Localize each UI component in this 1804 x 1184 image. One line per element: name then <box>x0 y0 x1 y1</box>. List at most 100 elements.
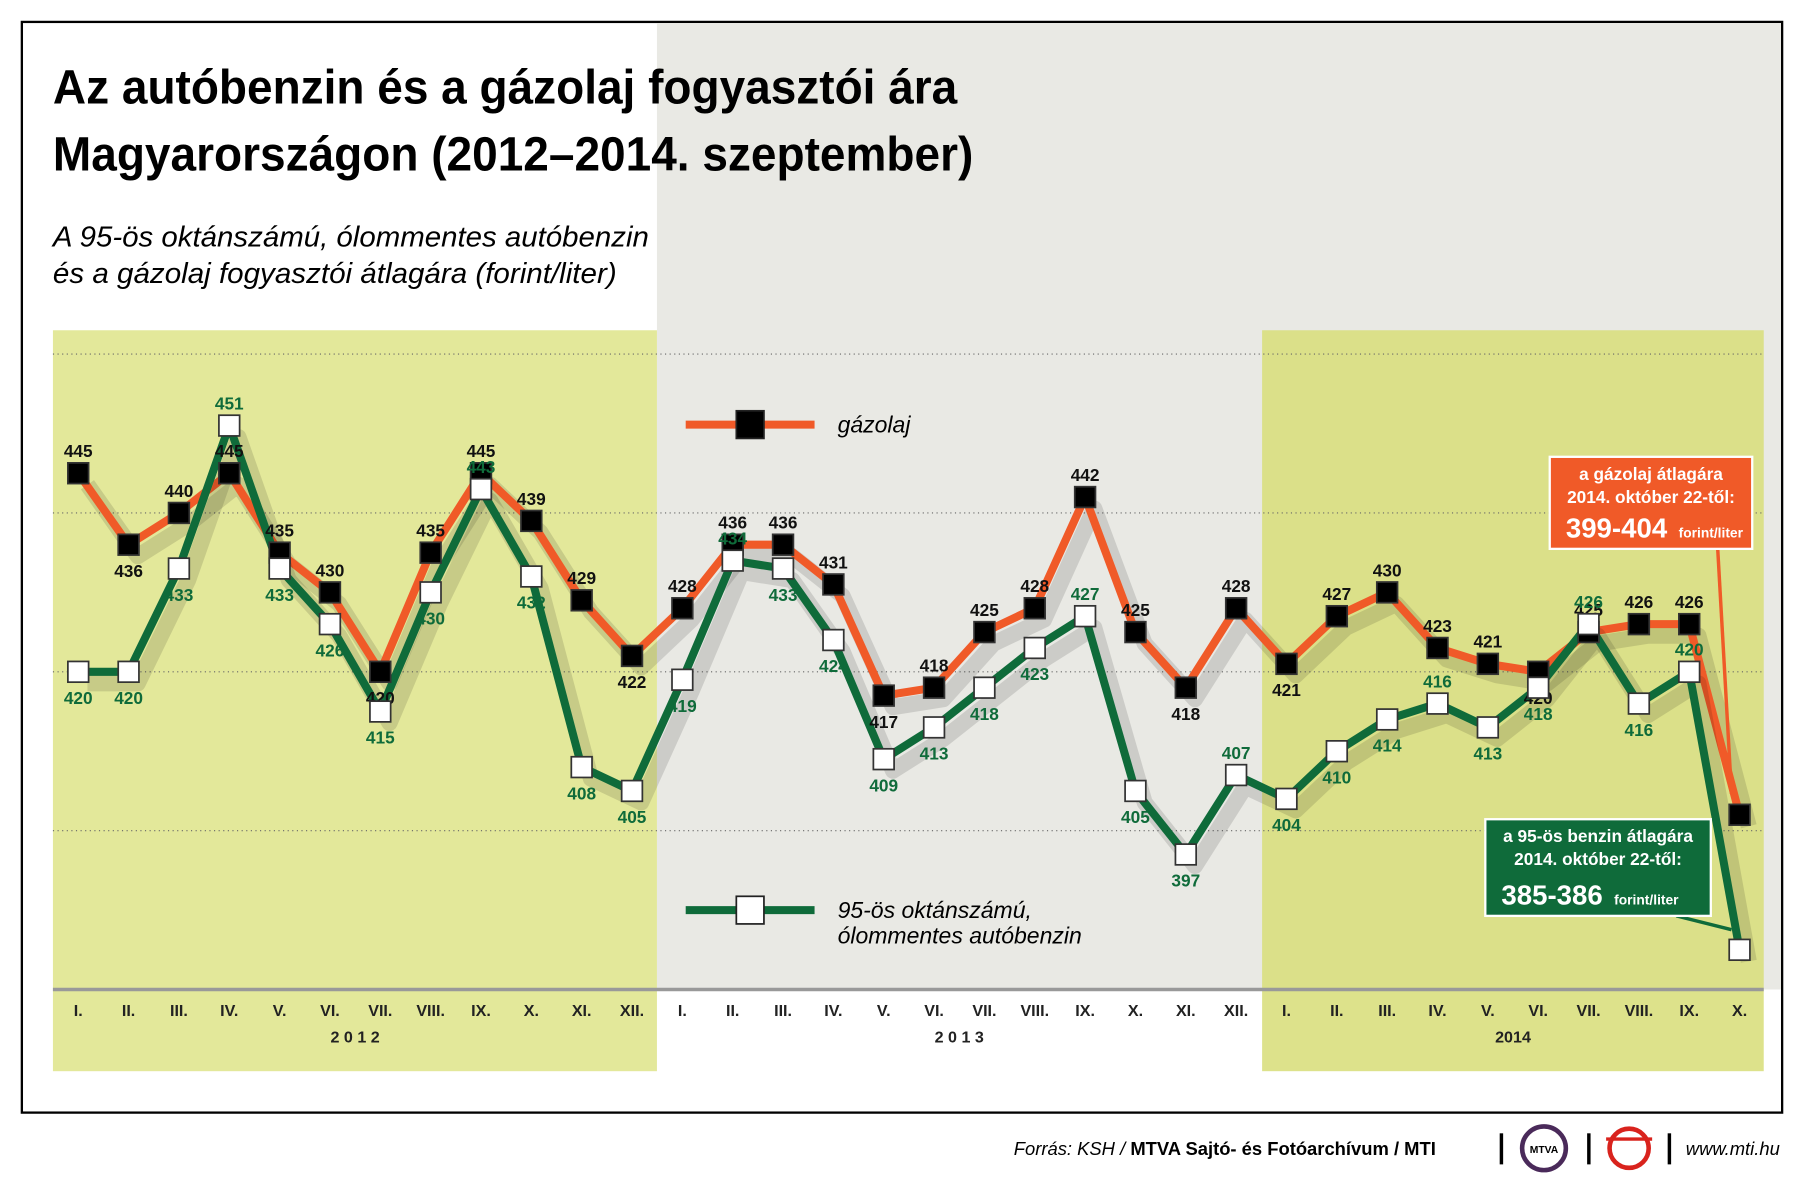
marker <box>218 414 241 437</box>
marker <box>1678 660 1701 684</box>
x-tick-label: XII. <box>620 1002 644 1020</box>
data-label: 451 <box>215 393 244 413</box>
marker <box>1023 597 1046 620</box>
x-tick-label: XII. <box>1224 1002 1248 1020</box>
marker <box>973 620 996 644</box>
x-tick-label: XI. <box>572 1002 592 1020</box>
data-label: 435 <box>416 521 445 541</box>
marker <box>973 676 996 699</box>
data-label: 420 <box>1675 640 1704 660</box>
x-tick-label: VIII. <box>1020 1002 1049 1020</box>
x-tick-label: V. <box>273 1002 287 1020</box>
data-label: 431 <box>819 552 848 572</box>
marker <box>520 565 543 588</box>
marker <box>721 549 744 572</box>
legend-marker <box>735 409 765 440</box>
data-label: 434 <box>718 528 747 548</box>
logo <box>1519 1124 1569 1173</box>
x-tick-label: VIII. <box>416 1002 445 1020</box>
marker <box>570 755 593 779</box>
marker <box>1476 716 1500 739</box>
data-label: 397 <box>1171 871 1200 891</box>
logo-text: MTVA <box>1530 1145 1559 1156</box>
x-tick-label: VI. <box>320 1002 340 1020</box>
x-tick-label: VI. <box>1528 1002 1548 1020</box>
frame <box>20 20 1784 1114</box>
data-label: 418 <box>1171 704 1200 724</box>
x-tick-label: III. <box>774 1002 792 1020</box>
data-label: 435 <box>265 521 294 541</box>
data-label: 440 <box>165 481 194 501</box>
marker <box>1426 692 1449 715</box>
data-label: 421 <box>1272 680 1301 700</box>
source-agency-prefix: Forrás: KSH / MTVA Sajtó- és Fotóarchívu… <box>1014 1138 1436 1159</box>
marker <box>1124 779 1147 803</box>
data-label: 424 <box>819 656 848 676</box>
x-tick-label: VI. <box>924 1002 944 1020</box>
data-label: 419 <box>668 696 697 716</box>
x-tick-label: IV. <box>220 1002 238 1020</box>
data-label: 425 <box>970 600 999 620</box>
subtitle: és a gázolaj fogyasztói átlagára (forint… <box>53 258 617 290</box>
annotation-pointer <box>1675 914 1732 932</box>
data-label: 422 <box>618 672 647 692</box>
marker <box>167 557 191 580</box>
marker <box>1426 636 1449 660</box>
data-label: 428 <box>1020 576 1049 596</box>
data-label: 404 <box>1272 815 1301 835</box>
data-label: 423 <box>1020 664 1049 684</box>
marker <box>1325 740 1349 763</box>
x-tick-label: VII. <box>1576 1002 1600 1020</box>
x-tick-label: IV. <box>824 1002 842 1020</box>
year-label: 2014 <box>1495 1028 1531 1046</box>
x-tick-label: XI. <box>1176 1002 1196 1020</box>
marker <box>620 644 644 668</box>
legend-marker <box>735 895 765 925</box>
year-label: 2 0 1 2 <box>331 1028 380 1046</box>
marker <box>117 533 140 556</box>
data-label: 413 <box>1473 744 1502 764</box>
logo <box>1607 1126 1651 1171</box>
x-tick-label: IX. <box>1075 1002 1095 1020</box>
source-url: www.mti.hu <box>1686 1138 1780 1159</box>
data-label: 409 <box>869 775 898 795</box>
x-tick-label: II. <box>1330 1002 1343 1020</box>
marker <box>318 581 342 604</box>
annotation-value: 399-404 <box>1566 512 1668 543</box>
marker <box>1375 708 1399 731</box>
marker <box>922 716 946 739</box>
marker <box>1275 652 1298 676</box>
data-label: 417 <box>869 712 898 732</box>
marker <box>1526 676 1550 699</box>
marker <box>620 779 644 803</box>
data-label: 433 <box>165 585 194 605</box>
marker <box>1678 612 1701 636</box>
marker <box>419 581 442 604</box>
data-label: 430 <box>316 560 345 580</box>
data-label: 418 <box>970 704 999 724</box>
marker <box>369 660 392 684</box>
data-label: 436 <box>769 513 798 533</box>
marker <box>822 573 845 596</box>
footer: Forrás: KSH / MTVA Sajtó- és Fotóarchívu… <box>1014 1124 1780 1173</box>
data-label: 426 <box>1574 592 1603 612</box>
marker <box>1174 676 1198 699</box>
marker <box>1375 581 1399 604</box>
year-label: 2 0 1 3 <box>935 1028 984 1046</box>
data-label: 427 <box>1322 584 1351 604</box>
data-label: 445 <box>467 441 496 461</box>
data-label: 425 <box>1121 600 1150 620</box>
marker <box>872 747 895 771</box>
data-label: 421 <box>1473 632 1502 652</box>
data-label: 430 <box>1373 560 1402 580</box>
data-label: 407 <box>1222 743 1251 763</box>
marker <box>1476 652 1500 676</box>
x-tick-label: X. <box>1732 1002 1747 1020</box>
marker <box>218 462 241 485</box>
data-label: 420 <box>114 688 143 708</box>
annotation-unit: forint/liter <box>1614 892 1679 907</box>
marker <box>520 509 543 533</box>
marker <box>1023 636 1046 660</box>
data-label: 428 <box>1222 576 1251 596</box>
